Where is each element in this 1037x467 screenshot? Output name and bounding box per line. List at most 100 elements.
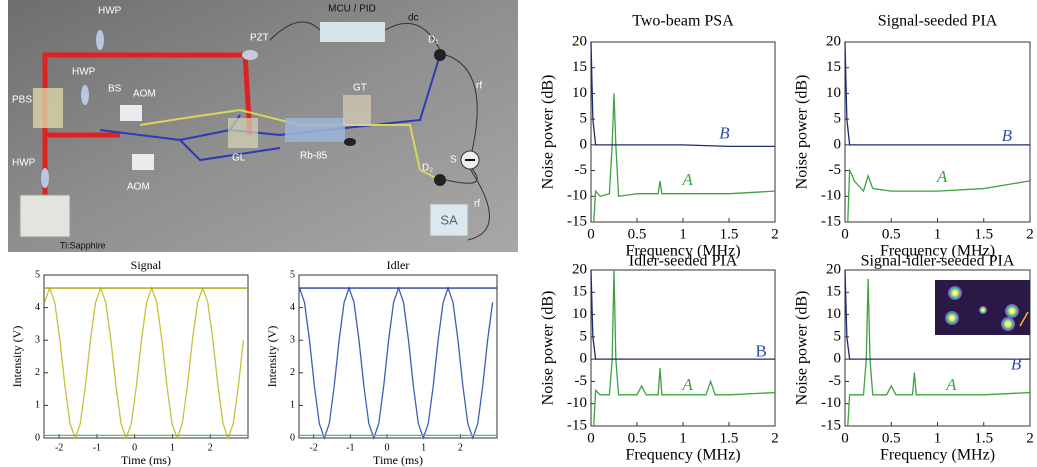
x-tick-label: 2 — [208, 442, 213, 453]
setup-label: HWP — [98, 6, 122, 17]
series-line — [847, 168, 1031, 223]
series-line — [593, 93, 776, 223]
y-axis-label: Noise power (dB) — [794, 291, 811, 406]
x-tick-label: 1.5 — [974, 430, 993, 446]
setup-label: PBS — [12, 95, 32, 106]
y-tick-label: -10 — [821, 395, 841, 411]
chart-title: Signal-seeded PIA — [878, 13, 998, 30]
y-tick-label: -10 — [567, 188, 587, 204]
series-label: B — [719, 123, 730, 142]
series-label: A — [681, 375, 693, 394]
x-tick-label: 1.5 — [974, 226, 993, 242]
x-tick-label: -2 — [55, 442, 63, 453]
waveplate — [41, 168, 49, 188]
chart: 0 0.5 1 1.5 2 -15 -10 -5 0 5 10 15 20 Two-beam PSA Fre… — [540, 13, 779, 260]
gl-prism — [228, 118, 258, 148]
x-tick-label: 0 — [385, 442, 390, 453]
y-tick-label: 0 — [834, 351, 842, 367]
x-tick-label: -2 — [309, 442, 317, 453]
y-tick-label: 10 — [826, 85, 841, 101]
series-line — [43, 286, 245, 440]
y-tick-label: 5 — [834, 328, 842, 344]
setup-label: SA — [440, 212, 458, 227]
y-tick-label: 10 — [572, 85, 587, 101]
x-tick-label: 1 — [421, 442, 426, 453]
detector-2 — [434, 174, 446, 186]
series-label: A — [936, 167, 948, 186]
y-tick-label: 3 — [35, 334, 40, 345]
y-tick-label: -15 — [821, 417, 841, 433]
series-line — [590, 269, 775, 360]
x-tick-label: 1.5 — [720, 226, 739, 242]
waveplate — [81, 85, 89, 105]
chart-title: Signal-idler-seeded PIA — [861, 253, 1015, 270]
chart-title: Signal — [131, 258, 162, 272]
waveplate — [96, 30, 104, 50]
y-tick-label: 0 — [834, 136, 842, 152]
x-tick-label: 2 — [771, 430, 779, 446]
rb-cell — [285, 118, 345, 142]
setup-label: BS — [108, 84, 122, 95]
x-tick-label: 1 — [679, 430, 687, 446]
x-tick-label: 1 — [170, 442, 175, 453]
inset-arrow — [1019, 311, 1029, 327]
y-tick-label: -15 — [567, 417, 587, 433]
y-axis-label: Noise power (dB) — [540, 291, 557, 406]
x-tick-label: 0.5 — [628, 226, 647, 242]
inset-image — [935, 280, 1030, 335]
setup: HWP HWP BS PBS HWP AOM AOM PZT MCU / PID… — [8, 0, 518, 252]
setup-label: PZT — [250, 33, 269, 44]
y-tick-label: 2 — [35, 367, 40, 378]
x-tick-label: 2 — [1026, 430, 1034, 446]
chart: 0 0.5 1 1.5 2 -15 -10 -5 0 5 10 15 20 Idler-seeded PI… — [540, 253, 779, 464]
x-tick-label: 1 — [934, 430, 942, 446]
x-tick-label: -1 — [93, 442, 101, 453]
inset-spot — [1005, 304, 1019, 318]
series-label: B — [1002, 126, 1013, 145]
mcu-box — [320, 22, 385, 42]
pzt-mirror — [242, 50, 258, 60]
x-tick-label: 0.5 — [882, 430, 901, 446]
x-axis-label: Frequency (MHz) — [625, 447, 740, 464]
chart: 0 0.5 1 1.5 2 -15 -10 -5 0 5 10 15 20 Signal-idler-se… — [794, 253, 1034, 464]
y-tick-label: 10 — [826, 306, 841, 322]
y-tick-label: 4 — [290, 302, 295, 313]
series-line — [844, 41, 1030, 146]
y-tick-label: 20 — [572, 33, 587, 49]
y-tick-label: -15 — [567, 213, 587, 229]
y-tick-label: 0 — [35, 432, 40, 443]
detector-1 — [434, 49, 446, 61]
setup-label: GL — [232, 153, 246, 164]
y-tick-label: -5 — [575, 373, 588, 389]
y-tick-label: -5 — [829, 373, 842, 389]
y-tick-label: 15 — [826, 284, 841, 300]
x-axis-label: Time (ms) — [373, 453, 423, 467]
beam-block — [344, 138, 356, 146]
series-line — [590, 41, 775, 148]
x-axis-label: Frequency (MHz) — [625, 243, 740, 260]
x-tick-label: 0 — [132, 442, 137, 453]
x-tick-label: 0 — [841, 226, 849, 242]
series-line — [844, 269, 1030, 360]
aom-1 — [120, 105, 142, 121]
chart-title: Idler — [387, 258, 410, 272]
setup-label: GT — [353, 83, 367, 94]
chart: -2 -1 0 1 2 0 1 2 3 4 5 Signal Time (ms) Intensity (V… — [10, 258, 249, 467]
inset-spot — [979, 306, 987, 314]
chart: 0 0.5 1 1.5 2 -15 -10 -5 0 5 10 15 20 Signal-seeded P… — [794, 13, 1034, 260]
sa-box — [429, 203, 469, 237]
y-tick-label: 1 — [290, 400, 295, 411]
x-axis-label: Frequency (MHz) — [880, 243, 995, 260]
x-tick-label: 2 — [458, 442, 463, 453]
plot-frame — [43, 274, 249, 439]
x-axis-label: Frequency (MHz) — [880, 447, 995, 464]
setup-label: HWP — [12, 158, 36, 169]
chart-title: Idler-seeded PIA — [629, 253, 738, 270]
setup-label: AOM — [133, 89, 156, 100]
y-tick-label: 15 — [572, 59, 587, 75]
y-tick-label: 5 — [35, 269, 40, 280]
inset-spot — [948, 286, 962, 300]
plot-frame — [298, 274, 498, 439]
setup-label: Rb-85 — [300, 151, 328, 162]
